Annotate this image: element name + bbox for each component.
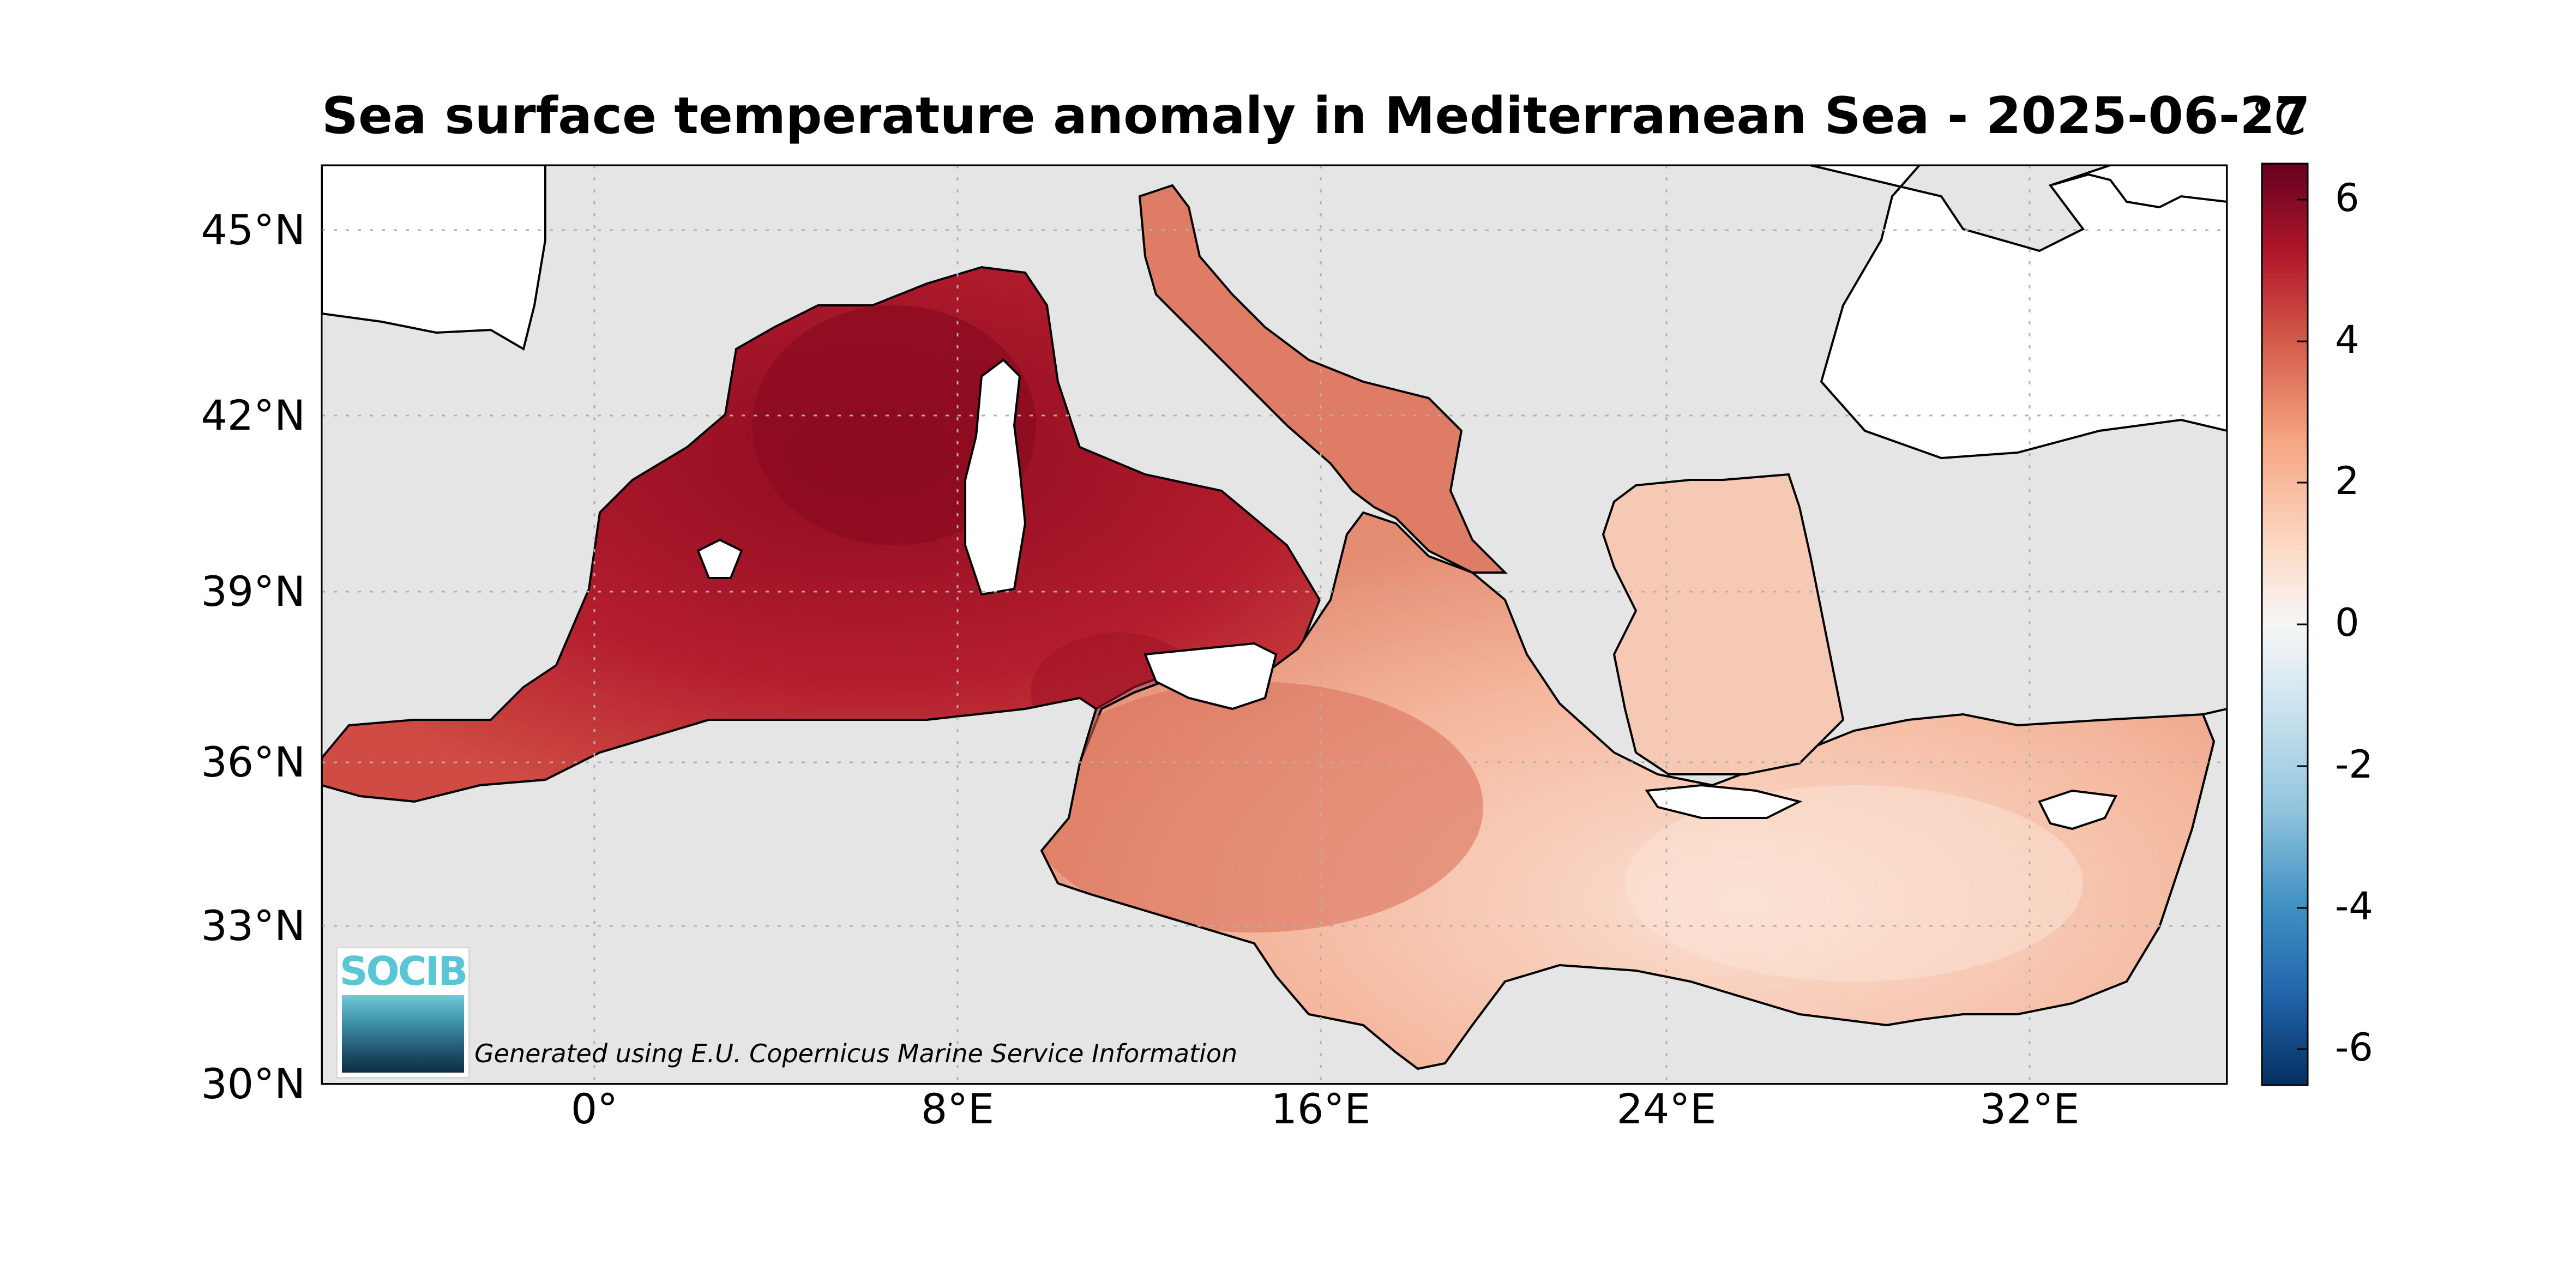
lat-label: 39°N bbox=[201, 567, 305, 616]
copernicus-credit: Generated using E.U. Copernicus Marine S… bbox=[474, 1039, 1238, 1068]
lon-label: 8°E bbox=[921, 1085, 994, 1133]
island-cyprus bbox=[2038, 789, 2118, 830]
colorbar-tick-label: -4 bbox=[2335, 884, 2373, 929]
lat-label: 30°N bbox=[201, 1060, 305, 1108]
lat-label: 42°N bbox=[201, 391, 305, 440]
colorbar-tick-label: 0 bbox=[2335, 600, 2360, 645]
colorbar-tick-label: 6 bbox=[2335, 176, 2360, 220]
longitude-axis: 0° 8°E 16°E 24°E 32°E bbox=[571, 1085, 2080, 1133]
central-mediterranean-warm bbox=[1025, 682, 1483, 932]
sea-adriatic bbox=[1138, 184, 1508, 574]
land-france bbox=[322, 165, 546, 351]
lat-label: 45°N bbox=[201, 206, 305, 254]
map-frame bbox=[321, 164, 2228, 1085]
island-sicily bbox=[1143, 642, 1278, 711]
lon-label: 16°E bbox=[1271, 1085, 1371, 1133]
socib-logo-text: SOCIB bbox=[339, 948, 468, 994]
land-north-africa bbox=[322, 696, 2227, 1084]
colorbar-unit: °C bbox=[2251, 92, 2306, 145]
island-corsica-sardinia bbox=[964, 358, 1027, 596]
colorbar-tick-label: -6 bbox=[2335, 1025, 2373, 1070]
lon-label: 24°E bbox=[1617, 1085, 1717, 1133]
map-title: Sea surface temperature anomaly in Medit… bbox=[322, 86, 2310, 145]
island-crete bbox=[1645, 784, 1803, 819]
colorbar-tick-label: 2 bbox=[2335, 459, 2360, 503]
latitude-axis: 45°N 42°N 39°N 36°N 33°N 30°N bbox=[201, 206, 305, 1108]
lat-label: 33°N bbox=[201, 901, 305, 950]
island-balearic bbox=[696, 538, 743, 579]
levantine-cool-patch bbox=[1625, 785, 2083, 982]
socib-logo-wave bbox=[342, 995, 464, 1073]
colorbar-ticks bbox=[2297, 198, 2308, 1050]
lon-label: 32°E bbox=[1980, 1085, 2080, 1133]
colorbar-tick-label: -2 bbox=[2335, 742, 2373, 787]
land-turkey-north bbox=[1810, 165, 2227, 460]
lon-label: 0° bbox=[571, 1085, 618, 1133]
lat-label: 36°N bbox=[201, 738, 305, 786]
colorbar-tick-label: 4 bbox=[2335, 317, 2360, 362]
socib-logo: SOCIB bbox=[336, 947, 470, 1079]
land-crimea bbox=[2050, 165, 2227, 209]
sea-aegean bbox=[1602, 473, 1845, 775]
